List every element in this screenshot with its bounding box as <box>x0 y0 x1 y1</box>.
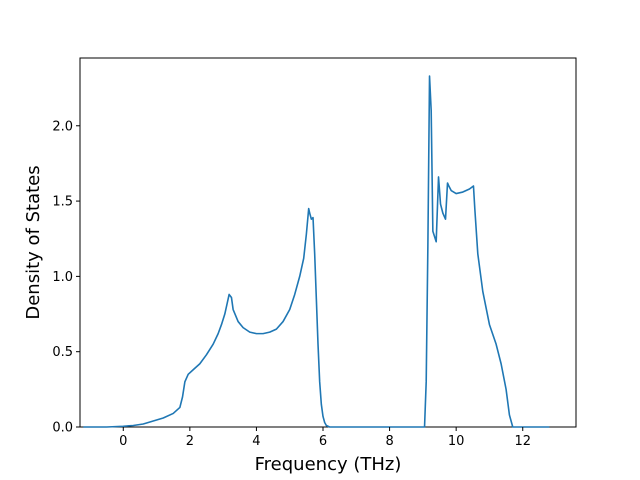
x-tick-label: 12 <box>514 434 531 449</box>
dos-line <box>83 75 550 428</box>
y-tick-label: 0.0 <box>52 421 73 436</box>
x-tick-label: 2 <box>186 434 194 449</box>
y-tick-label: 1.5 <box>52 195 73 210</box>
x-tick-label: 6 <box>319 434 327 449</box>
series-line-group <box>83 75 550 428</box>
x-axis: 0 2 4 6 8 10 12 <box>119 427 531 449</box>
x-tick-label: 0 <box>119 434 127 449</box>
x-axis-label: Frequency (THz) <box>255 454 402 475</box>
y-tick-label: 1.0 <box>52 270 73 285</box>
x-tick-label: 4 <box>252 434 260 449</box>
y-axis: 0.0 0.5 1.0 1.5 2.0 <box>52 119 80 436</box>
y-tick-label: 2.0 <box>52 119 73 134</box>
x-tick-label: 8 <box>385 434 393 449</box>
y-axis-label: Density of States <box>23 165 44 319</box>
y-tick-label: 0.5 <box>52 345 73 360</box>
plot-area <box>79 57 577 428</box>
x-tick-label: 10 <box>448 434 465 449</box>
plot-frame <box>79 57 577 428</box>
